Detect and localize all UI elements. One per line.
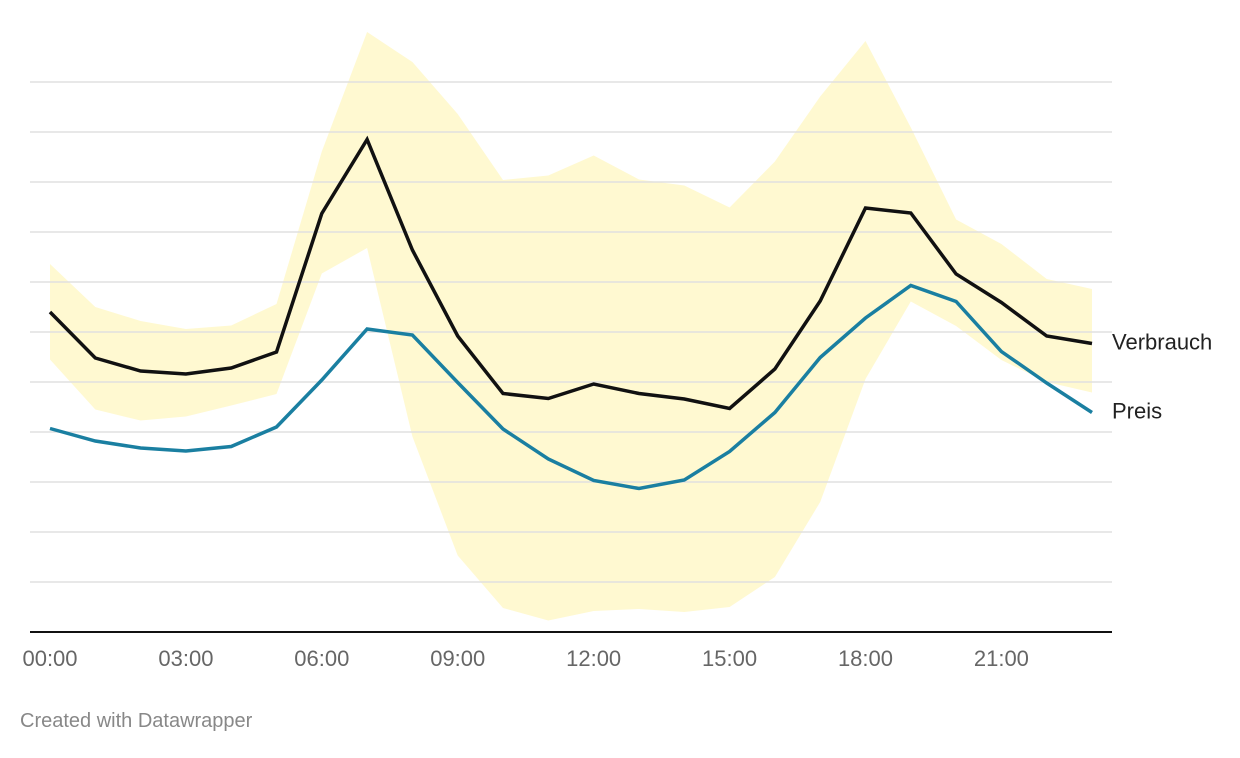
series-label-preis: Preis (1112, 398, 1162, 423)
footer-credit: Created with Datawrapper (20, 710, 253, 732)
x-tick-label: 18:00 (838, 646, 893, 671)
x-tick-label: 21:00 (974, 646, 1029, 671)
series-layer (48, 135, 1093, 491)
range-band-layer (50, 32, 1092, 621)
x-tick-label: 15:00 (702, 646, 757, 671)
x-tick-label: 03:00 (158, 646, 213, 671)
series-line-verbrauch (48, 135, 1093, 411)
range-band (50, 32, 1092, 621)
series-line-preis (49, 283, 1093, 491)
gridlines (30, 81, 1112, 583)
x-axis: 00:00 03:00 06:00 09:00 12:00 15:00 18:00 21:00 (22, 631, 1112, 671)
x-tick-label: 12:00 (566, 646, 621, 671)
x-tick-label: 00:00 (22, 646, 77, 671)
x-tick-label: 09:00 (430, 646, 485, 671)
series-label-verbrauch: Verbrauch (1112, 329, 1212, 354)
x-tick-label: 06:00 (294, 646, 349, 671)
series-labels: Verbrauch Preis (1112, 329, 1212, 423)
